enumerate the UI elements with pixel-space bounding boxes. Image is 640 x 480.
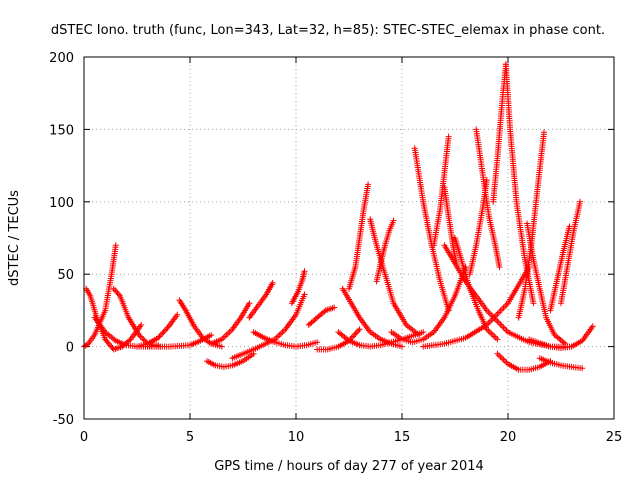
data-point-markers (524, 220, 569, 347)
data-arc (305, 304, 338, 328)
data-point-markers (134, 311, 181, 350)
data-point-markers (420, 264, 533, 350)
data-arc (430, 133, 452, 249)
y-axis-title: dSTEC / TECUs (7, 190, 22, 286)
data-arc (411, 145, 452, 314)
plot-frame (83, 56, 615, 420)
data-arc (144, 332, 215, 350)
gridlines (84, 57, 614, 419)
data-arc (441, 242, 575, 350)
data-point-markers (305, 304, 338, 328)
data-point-markers (473, 126, 503, 270)
data-arc (134, 311, 181, 350)
data-point-markers (288, 268, 308, 307)
data-point-markers (346, 181, 372, 292)
data-point-markers (229, 291, 308, 362)
data-point-markers (430, 133, 452, 249)
data-point-markers (144, 332, 215, 350)
data-point-markers (204, 350, 257, 370)
data-arc (373, 217, 397, 285)
data-arc (524, 220, 569, 347)
x-tick-label: 5 (186, 430, 194, 445)
data-point-markers (536, 355, 586, 372)
data-arc (208, 300, 253, 347)
data-arc (490, 61, 509, 205)
data-point-markers (490, 61, 509, 205)
y-tick-label: 50 (57, 268, 74, 283)
data-arc (346, 181, 372, 292)
data-arc (558, 198, 584, 307)
data-point-markers (441, 242, 575, 350)
data-arc (288, 268, 308, 307)
data-point-markers (246, 279, 276, 321)
data-point-markers (373, 217, 397, 285)
data-point-markers (441, 184, 461, 270)
data-point-markers (547, 223, 573, 314)
data-point-markers (208, 300, 253, 347)
chart-title: dSTEC Iono. truth (func, Lon=343, Lat=32… (51, 23, 605, 38)
data-point-markers (494, 350, 554, 373)
y-tick-label: 200 (49, 51, 74, 66)
data-arc (204, 350, 257, 370)
data-arc (547, 223, 573, 314)
data-arc (388, 264, 469, 346)
data-point-markers (411, 145, 452, 314)
y-tick-label: -50 (53, 413, 74, 428)
x-tick-labels: 0 5 10 15 20 25 (80, 430, 622, 445)
data-point-markers (388, 264, 469, 346)
data-arc (536, 355, 586, 372)
data-point-markers (515, 129, 547, 321)
y-tick-label: 150 (49, 123, 74, 138)
data-arc (494, 350, 554, 373)
data-arc (246, 279, 276, 321)
x-tick-label: 0 (80, 430, 88, 445)
data-point-markers (558, 198, 584, 307)
axis-ticks (83, 56, 615, 420)
x-tick-label: 20 (500, 430, 517, 445)
x-tick-label: 10 (288, 430, 305, 445)
data-arc (515, 129, 547, 321)
data-series (81, 61, 596, 373)
y-tick-labels: -50 0 50 100 150 200 (49, 51, 74, 428)
y-tick-label: 100 (49, 196, 74, 211)
data-arc (441, 184, 461, 270)
x-tick-label: 15 (394, 430, 411, 445)
data-arc (420, 264, 533, 350)
y-tick-label: 0 (66, 341, 74, 356)
x-axis-title: GPS time / hours of day 277 of year 2014 (214, 459, 484, 474)
data-arc (473, 126, 503, 270)
data-arc (229, 291, 308, 362)
x-tick-label: 25 (606, 430, 623, 445)
